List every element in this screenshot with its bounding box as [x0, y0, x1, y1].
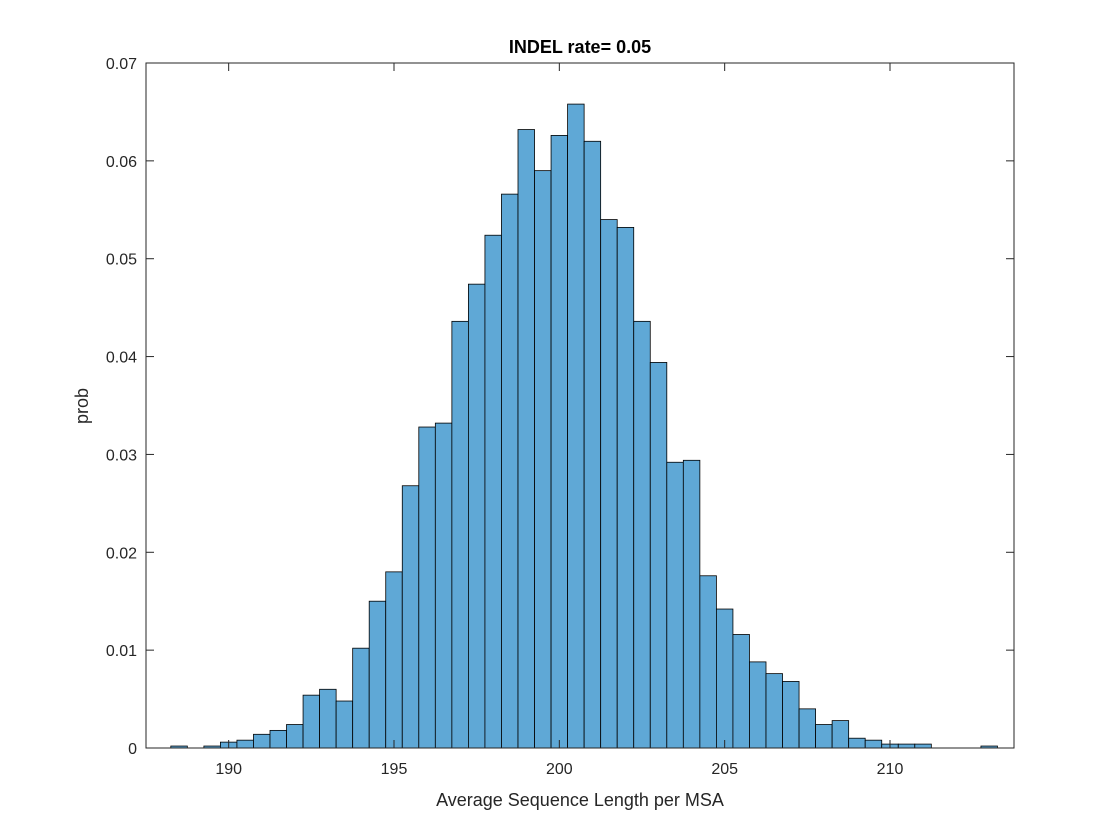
y-tick-label: 0.07	[106, 56, 137, 73]
histogram-bar	[418, 426, 436, 749]
histogram-bar	[253, 733, 271, 749]
histogram-bar	[716, 608, 734, 749]
histogram-bar	[897, 743, 916, 749]
histogram-bar	[434, 422, 453, 749]
histogram-bar	[583, 140, 602, 749]
histogram-bar	[616, 226, 635, 749]
histogram-bar	[534, 170, 552, 749]
histogram-bar	[286, 724, 304, 749]
histogram-bar	[848, 737, 866, 749]
histogram-bar	[501, 193, 519, 749]
histogram-bar	[749, 661, 767, 749]
histogram-bar	[269, 729, 287, 749]
y-tick-label: 0.03	[106, 447, 137, 464]
y-tick-label: 0.05	[106, 252, 137, 269]
y-axis-label: prob	[72, 388, 92, 424]
y-tick-label: 0	[128, 741, 137, 758]
histogram-bar	[682, 459, 701, 749]
histogram-bar	[451, 320, 469, 749]
histogram-bar	[368, 600, 387, 749]
x-tick-label: 205	[711, 761, 738, 778]
histogram-bar	[782, 681, 800, 749]
axis-ticks: 190 195 200 205 210 0 0.01 0.02 0.03 0.04 0.05 0.06…	[106, 56, 1014, 778]
histogram-bar	[385, 571, 403, 749]
histogram-bar	[302, 694, 321, 749]
histogram-bar	[666, 461, 684, 749]
histogram-bars	[170, 103, 998, 749]
x-tick-label: 210	[877, 761, 904, 778]
x-tick-label: 195	[381, 761, 408, 778]
histogram-bar	[633, 320, 651, 749]
x-tick-label: 190	[215, 761, 242, 778]
histogram-bar	[467, 283, 486, 749]
y-tick-label: 0.06	[106, 154, 137, 171]
histogram-bar	[699, 575, 717, 749]
histogram-bar	[567, 103, 585, 749]
histogram-bar	[484, 234, 502, 749]
y-tick-label: 0.01	[106, 643, 137, 660]
histogram-bar	[600, 219, 618, 749]
histogram-bar	[236, 739, 254, 749]
histogram-bar	[401, 485, 420, 749]
histogram-bar	[815, 724, 833, 749]
plot-box	[145, 62, 1015, 749]
histogram-bar	[914, 743, 932, 749]
y-tick-label: 0.04	[106, 350, 137, 367]
chart-title: INDEL rate= 0.05	[509, 37, 651, 57]
histogram-bar	[765, 673, 783, 749]
histogram-bar	[335, 700, 354, 749]
histogram-bar	[831, 720, 850, 749]
histogram-bar	[517, 129, 535, 749]
histogram-bar	[319, 688, 337, 749]
histogram-bar	[550, 135, 569, 749]
x-axis-label: Average Sequence Length per MSA	[436, 790, 724, 810]
histogram-bar	[649, 362, 668, 749]
histogram-bar	[732, 634, 750, 749]
histogram-bar	[864, 739, 883, 749]
x-tick-label: 200	[546, 761, 573, 778]
histogram-bar	[352, 647, 370, 749]
histogram-bar	[798, 708, 817, 749]
y-tick-label: 0.02	[106, 545, 137, 562]
